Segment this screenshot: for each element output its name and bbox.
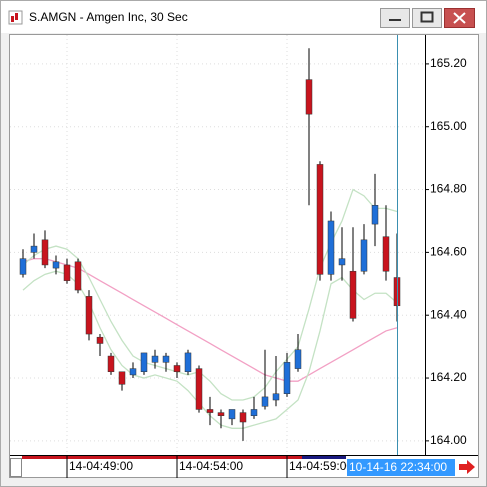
candle-body bbox=[151, 355, 159, 363]
y-tick-label: 165.20 bbox=[430, 56, 467, 70]
y-tick-label: 164.40 bbox=[430, 307, 467, 321]
candle-body bbox=[173, 365, 181, 373]
maximize-button[interactable] bbox=[412, 8, 442, 28]
candle-body bbox=[41, 239, 49, 266]
candle-body bbox=[217, 412, 225, 416]
scroll-right-arrow[interactable] bbox=[459, 460, 475, 474]
candle-body bbox=[107, 355, 115, 373]
candle-body bbox=[63, 264, 71, 281]
candle-body bbox=[261, 396, 269, 407]
candle-body bbox=[371, 205, 379, 225]
y-tick-label: 164.80 bbox=[430, 182, 467, 196]
candle-body bbox=[382, 236, 390, 272]
minimize-button[interactable] bbox=[380, 8, 410, 28]
scroll-strip bbox=[22, 456, 302, 459]
candle-body bbox=[228, 409, 236, 420]
close-button[interactable] bbox=[444, 8, 475, 28]
candle-body bbox=[118, 371, 126, 385]
candle-body bbox=[52, 261, 60, 269]
x-tick-label: 14-04:54:00 bbox=[179, 459, 243, 473]
cursor-label: 10-14-16 22:34:00 bbox=[349, 460, 447, 474]
candle-body bbox=[96, 336, 104, 344]
candle-body bbox=[140, 352, 148, 373]
y-tick-label: 164.20 bbox=[430, 370, 467, 384]
candle-body bbox=[30, 245, 38, 253]
indicator-line bbox=[22, 188, 398, 401]
candle-body bbox=[250, 409, 258, 416]
candle-body bbox=[327, 220, 335, 275]
candle-body bbox=[305, 79, 313, 115]
candle-body bbox=[239, 412, 247, 423]
candle-body bbox=[272, 393, 280, 401]
x-tick-label: 14-04:49:00 bbox=[69, 459, 133, 473]
candle-body bbox=[129, 368, 137, 376]
plot: 164.00 164.20 164.40 164.60 164.80 165.00 165.… bbox=[10, 35, 467, 478]
candle-body bbox=[360, 239, 368, 272]
candle-body bbox=[316, 164, 324, 275]
window-title: S.AMGN - Amgen Inc, 30 Sec bbox=[29, 10, 188, 24]
x-tick-label: 14-04:59:00 bbox=[289, 459, 353, 473]
scroll-box[interactable] bbox=[10, 458, 22, 477]
candle-body bbox=[162, 355, 170, 363]
candle-body bbox=[206, 409, 214, 413]
candle-body bbox=[294, 349, 302, 369]
candle-body bbox=[283, 362, 291, 394]
cursor-label-bg bbox=[347, 459, 455, 476]
scroll-thumb[interactable] bbox=[302, 456, 346, 459]
y-tick-label: 165.00 bbox=[430, 119, 467, 133]
candle-body bbox=[338, 258, 346, 266]
app-icon bbox=[8, 10, 23, 25]
candle-body bbox=[85, 296, 93, 335]
candle-body bbox=[74, 261, 82, 291]
candle-body bbox=[349, 270, 357, 319]
y-tick-label: 164.00 bbox=[430, 433, 467, 447]
chart-area bbox=[9, 34, 479, 478]
y-tick-label: 164.60 bbox=[430, 245, 467, 259]
candle-body bbox=[184, 352, 192, 373]
candle-body bbox=[19, 258, 27, 275]
candle-body bbox=[195, 368, 203, 410]
